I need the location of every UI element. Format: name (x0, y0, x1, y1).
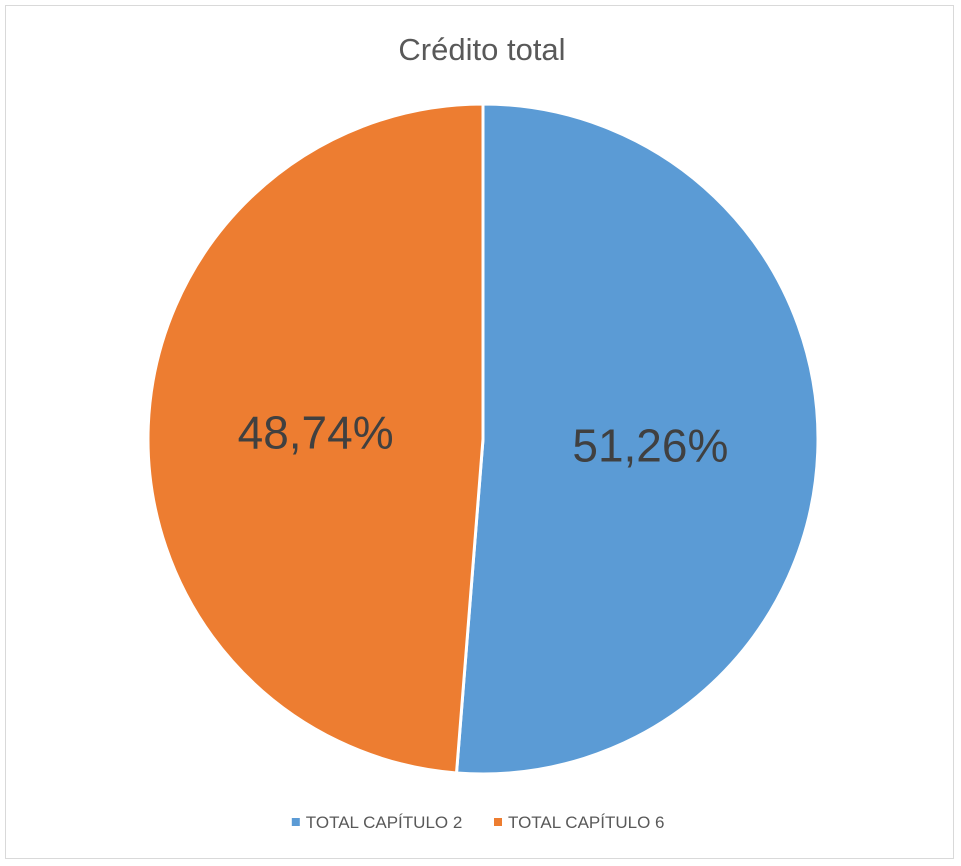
legend-swatch-2 (494, 818, 502, 826)
legend-swatch-1 (291, 818, 300, 826)
data-label-2: 48,74% (238, 406, 394, 458)
pie-slice-1 (455, 102, 820, 776)
legend: TOTAL CAPÍTULO 2 TOTAL CAPÍTULO 6 (291, 813, 665, 832)
pie-slice-2 (146, 102, 485, 775)
data-labels: 51,26% 48,74% (238, 406, 729, 471)
legend-item-1: TOTAL CAPÍTULO 2 (291, 813, 463, 832)
legend-item-2: TOTAL CAPÍTULO 6 (494, 813, 665, 832)
legend-label-1: TOTAL CAPÍTULO 2 (306, 813, 463, 832)
legend-label-2: TOTAL CAPÍTULO 6 (508, 813, 665, 832)
data-label-1: 51,26% (572, 420, 728, 472)
pie-slices (146, 102, 820, 776)
chart-title: Crédito total (398, 32, 565, 67)
